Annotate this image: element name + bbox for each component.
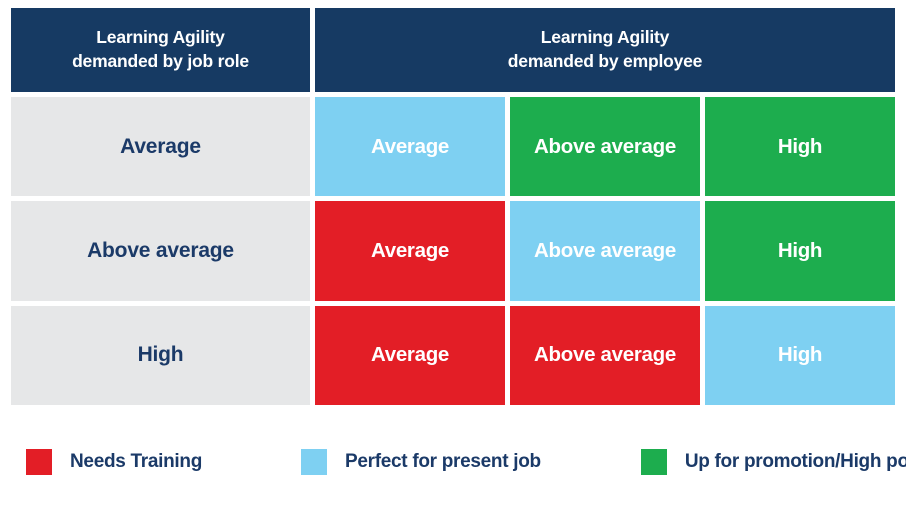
row-axis-header-line1: Learning Agility xyxy=(96,27,225,48)
row-label: Average xyxy=(11,97,310,197)
column-axis-header: Learning Agility demanded by employee xyxy=(315,8,895,92)
matrix-cell[interactable]: High xyxy=(705,97,895,197)
legend-item-label: Up for promotion/High potential xyxy=(684,451,906,472)
matrix-row: Average Average Above average High xyxy=(11,97,895,197)
column-axis-header-line2: demanded by employee xyxy=(507,51,703,71)
legend-swatch-icon xyxy=(301,449,328,475)
column-axis-header-line1: Learning Agility xyxy=(540,27,670,48)
row-axis-header-line2: demanded by job role xyxy=(72,51,249,71)
matrix-row: Above average Average Above average High xyxy=(11,201,895,301)
matrix-cell[interactable]: Average xyxy=(315,201,505,301)
legend-item-up-for-promotion[interactable]: Up for promotion/High potential xyxy=(640,449,906,475)
matrix-cell[interactable]: Average xyxy=(315,305,505,405)
matrix-cell[interactable]: Above average xyxy=(510,97,700,197)
row-label: High xyxy=(11,305,310,405)
matrix-cell[interactable]: Above average xyxy=(510,305,700,405)
matrix-row: High Average Above average High xyxy=(11,305,895,405)
matrix-cell[interactable]: Above average xyxy=(510,201,700,301)
legend-item-label: Needs Training xyxy=(70,451,203,472)
matrix-cell[interactable]: Average xyxy=(315,97,505,197)
legend-swatch-icon xyxy=(640,449,667,475)
matrix-cell[interactable]: High xyxy=(705,305,895,405)
matrix-cell[interactable]: High xyxy=(705,201,895,301)
legend: Needs Training Perfect for present job U… xyxy=(11,441,906,483)
legend-swatch-icon xyxy=(26,449,52,475)
matrix-header-row: Learning Agility demanded by job role Le… xyxy=(11,8,895,92)
row-label: Above average xyxy=(11,201,310,301)
row-axis-header: Learning Agility demanded by job role xyxy=(11,8,310,92)
legend-item-label: Perfect for present job xyxy=(345,451,541,472)
legend-item-perfect-for-present-job[interactable]: Perfect for present job xyxy=(301,449,541,475)
legend-item-needs-training[interactable]: Needs Training xyxy=(26,449,202,475)
learning-agility-matrix: Learning Agility demanded by job role Le… xyxy=(11,8,895,405)
